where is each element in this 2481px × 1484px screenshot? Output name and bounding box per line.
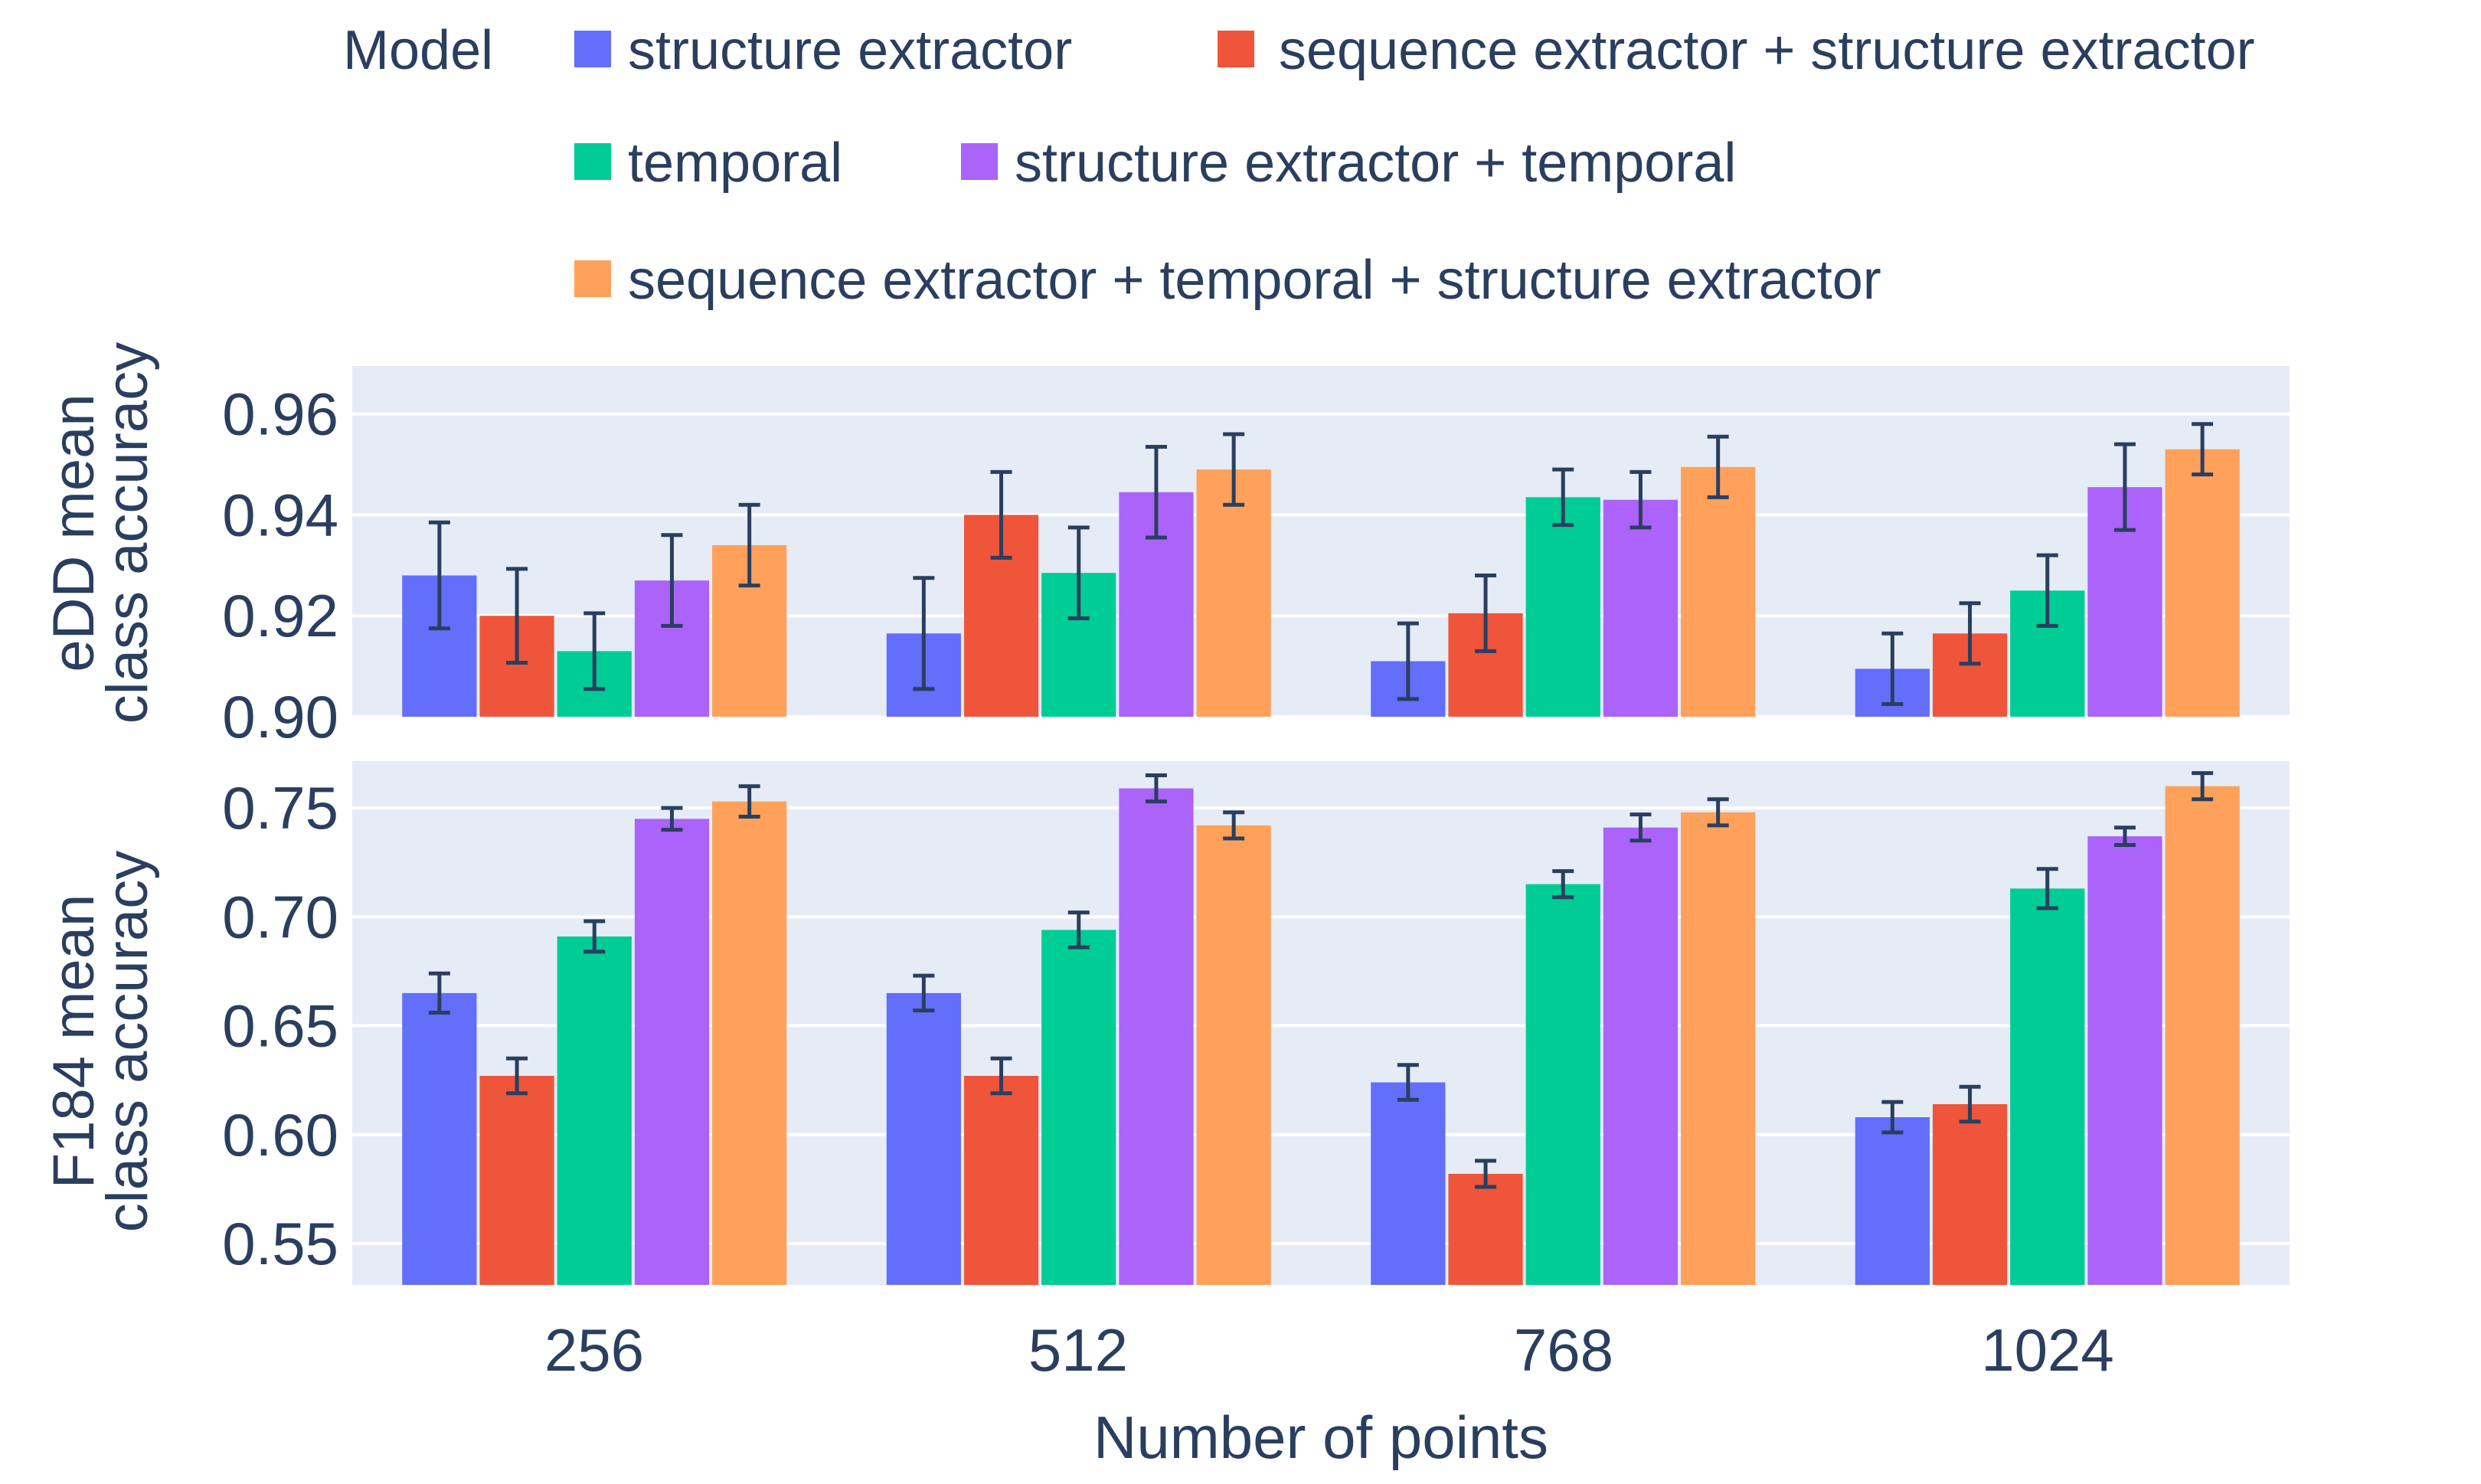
bar bbox=[1448, 1173, 1523, 1285]
bar bbox=[1196, 825, 1271, 1285]
bar bbox=[1119, 788, 1194, 1285]
bar bbox=[2165, 786, 2240, 1285]
legend-label-sequence-structure: sequence extractor + structure extractor bbox=[1279, 20, 2255, 81]
y-tick-label: 0.60 bbox=[222, 1101, 338, 1169]
x-axis-title: Number of points bbox=[1093, 1404, 1548, 1471]
y-tick-label: 0.96 bbox=[222, 381, 338, 448]
bar bbox=[712, 801, 787, 1285]
bar bbox=[1525, 497, 1600, 717]
legend-swatch-structure-temporal bbox=[961, 143, 998, 180]
x-tick-label: 256 bbox=[544, 1316, 644, 1384]
y-tick-label: 0.75 bbox=[222, 774, 338, 842]
legend-swatch-temporal bbox=[574, 143, 611, 180]
bar bbox=[479, 1075, 554, 1285]
y-axis-title-f184-line1: F184 mean bbox=[41, 894, 106, 1188]
bar bbox=[886, 992, 961, 1285]
legend-swatch-structure-extractor bbox=[574, 31, 611, 67]
legend-label-structure-extractor: structure extractor bbox=[628, 20, 1072, 81]
bar bbox=[1603, 499, 1679, 717]
legend-label-sequence-temporal-structure: sequence extractor + temporal + structur… bbox=[628, 250, 1881, 311]
y-tick-label: 0.94 bbox=[222, 481, 338, 548]
bar bbox=[2087, 836, 2162, 1285]
y-tick-label: 0.55 bbox=[222, 1210, 338, 1277]
legend-swatch-sequence-structure bbox=[1218, 31, 1254, 67]
bar bbox=[963, 1075, 1039, 1285]
y-axis-title-edd-line2: class accuracy bbox=[95, 342, 160, 724]
x-tick-label: 768 bbox=[1514, 1316, 1613, 1384]
panel-edd: 0.90 0.92 0.94 0.96 bbox=[222, 366, 2290, 750]
bar bbox=[1603, 827, 1679, 1285]
y-tick-label: 0.70 bbox=[222, 883, 338, 950]
y-tick-label: 0.65 bbox=[222, 992, 338, 1060]
legend: Model structure extractor sequence extra… bbox=[343, 20, 2255, 311]
bar bbox=[1041, 930, 1116, 1285]
bar bbox=[1681, 812, 1756, 1285]
legend-swatch-sequence-temporal-structure bbox=[574, 260, 611, 297]
y-tick-label: 0.90 bbox=[222, 683, 338, 750]
x-tick-label: 1024 bbox=[1981, 1316, 2114, 1384]
bar bbox=[2165, 449, 2240, 717]
bar bbox=[634, 819, 710, 1285]
y-tick-label: 0.92 bbox=[222, 582, 338, 649]
bar bbox=[1371, 1082, 1446, 1285]
bar bbox=[2010, 888, 2085, 1285]
bar bbox=[557, 936, 632, 1285]
legend-label-temporal: temporal bbox=[628, 132, 842, 194]
bar bbox=[1525, 884, 1600, 1285]
x-tick-label: 512 bbox=[1028, 1316, 1128, 1384]
y-axis-title-f184-line2: class accuracy bbox=[95, 851, 160, 1232]
bar bbox=[402, 992, 477, 1285]
panel-f184: 0.55 0.60 0.65 0.70 0.75 bbox=[222, 761, 2290, 1285]
legend-title: Model bbox=[343, 20, 493, 81]
bar bbox=[1855, 1117, 1930, 1285]
bar bbox=[1932, 1103, 2008, 1285]
y-axis-title-edd-line1: eDD mean bbox=[41, 394, 106, 672]
bar bbox=[1196, 469, 1271, 717]
bar bbox=[1681, 466, 1756, 717]
legend-label-structure-temporal: structure extractor + temporal bbox=[1015, 132, 1736, 194]
